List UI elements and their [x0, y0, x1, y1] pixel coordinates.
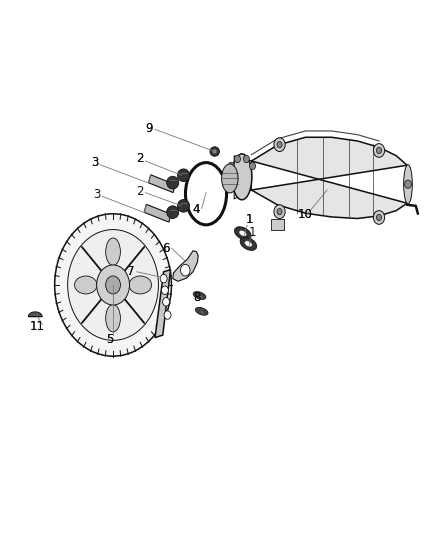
Text: 6: 6 — [162, 241, 170, 255]
Circle shape — [162, 286, 168, 294]
Ellipse shape — [167, 206, 179, 219]
Text: 8: 8 — [194, 290, 201, 304]
Polygon shape — [28, 312, 42, 317]
Circle shape — [277, 208, 282, 215]
Circle shape — [274, 205, 285, 219]
Text: 1: 1 — [246, 213, 253, 225]
Circle shape — [67, 230, 159, 341]
Text: 2: 2 — [137, 152, 144, 165]
Text: 5: 5 — [106, 333, 114, 346]
Text: 11: 11 — [30, 320, 45, 333]
Text: 6: 6 — [162, 241, 170, 255]
Polygon shape — [155, 270, 170, 338]
Ellipse shape — [212, 149, 217, 154]
Text: 9: 9 — [145, 122, 153, 135]
Ellipse shape — [177, 169, 190, 182]
Ellipse shape — [195, 308, 208, 315]
Circle shape — [97, 265, 130, 305]
Text: 11: 11 — [30, 320, 45, 333]
Text: 1: 1 — [248, 225, 256, 239]
Text: 8: 8 — [194, 290, 201, 304]
Text: 2: 2 — [137, 152, 144, 165]
Text: 3: 3 — [91, 156, 98, 169]
Circle shape — [376, 214, 381, 221]
Text: 3: 3 — [91, 156, 98, 169]
Circle shape — [106, 276, 120, 294]
Circle shape — [250, 162, 256, 169]
Text: 9: 9 — [145, 122, 153, 135]
Ellipse shape — [129, 276, 152, 294]
Ellipse shape — [210, 147, 219, 156]
Ellipse shape — [74, 276, 97, 294]
Polygon shape — [271, 219, 284, 230]
Circle shape — [234, 155, 240, 163]
Ellipse shape — [222, 164, 238, 193]
Polygon shape — [148, 175, 175, 192]
Text: 2: 2 — [137, 184, 144, 198]
Circle shape — [162, 297, 170, 306]
Circle shape — [180, 264, 190, 276]
Ellipse shape — [239, 230, 247, 236]
Text: 4: 4 — [193, 203, 200, 216]
Circle shape — [244, 155, 249, 163]
Polygon shape — [144, 204, 171, 222]
Text: 5: 5 — [106, 333, 114, 346]
Text: 7: 7 — [127, 265, 134, 278]
Text: 3: 3 — [93, 188, 100, 201]
Ellipse shape — [167, 176, 179, 189]
Ellipse shape — [106, 304, 120, 332]
Ellipse shape — [177, 199, 190, 212]
Polygon shape — [173, 251, 198, 281]
Circle shape — [376, 147, 381, 154]
Ellipse shape — [106, 238, 120, 265]
Text: 1: 1 — [246, 213, 253, 225]
Ellipse shape — [245, 241, 252, 247]
Circle shape — [373, 143, 385, 157]
Ellipse shape — [193, 292, 206, 300]
Circle shape — [228, 162, 234, 169]
Circle shape — [373, 211, 385, 224]
Circle shape — [277, 141, 282, 148]
Text: 10: 10 — [297, 208, 312, 221]
Circle shape — [405, 180, 411, 189]
Text: 7: 7 — [127, 265, 134, 278]
Circle shape — [274, 138, 285, 151]
Ellipse shape — [240, 237, 257, 251]
Text: 4: 4 — [193, 203, 200, 216]
Polygon shape — [234, 156, 251, 199]
Circle shape — [55, 214, 171, 356]
Ellipse shape — [232, 154, 252, 200]
Circle shape — [164, 311, 171, 319]
Polygon shape — [251, 138, 407, 219]
Ellipse shape — [404, 165, 412, 204]
Ellipse shape — [234, 227, 251, 240]
Circle shape — [160, 274, 167, 283]
Text: 10: 10 — [297, 208, 312, 221]
